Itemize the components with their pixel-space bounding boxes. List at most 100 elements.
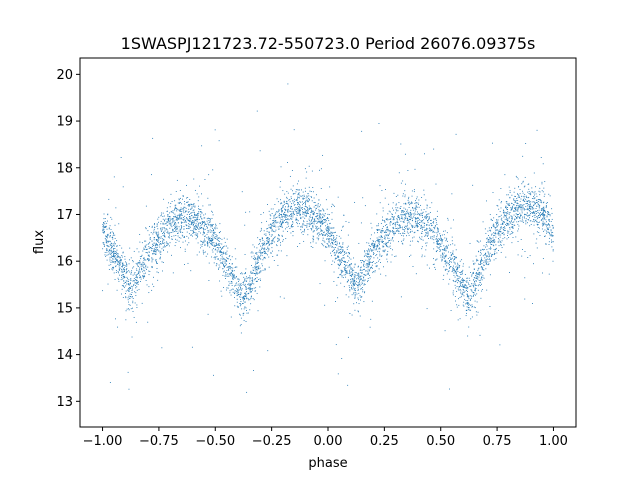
data-point [313,223,315,225]
data-point [119,260,121,262]
data-point [160,231,162,233]
data-point [256,273,258,275]
data-point [418,223,419,225]
data-point [519,204,521,206]
data-point [111,218,113,220]
data-point [291,212,293,214]
data-point [336,243,338,245]
data-point [534,214,536,216]
data-point [398,216,400,218]
data-point [522,155,524,157]
data-point [215,243,217,245]
data-point [166,228,168,230]
data-point [435,218,437,220]
data-point [306,171,308,173]
data-point [538,215,539,217]
data-point [497,221,499,223]
data-point [425,229,426,231]
data-point [474,289,476,291]
data-point [468,277,470,279]
data-point [174,207,176,209]
data-point [132,285,134,287]
data-point [222,251,224,253]
data-point [181,222,183,224]
data-point [232,273,234,275]
data-point [269,214,271,216]
data-point [226,263,227,265]
data-point [114,253,116,255]
data-point [197,205,199,207]
data-point [216,244,218,246]
data-point [122,252,124,254]
data-point [502,228,504,230]
data-point [464,285,466,287]
data-point [361,287,363,288]
data-point [212,227,214,229]
data-point [152,137,154,139]
data-point [197,216,199,218]
data-point [106,244,108,246]
data-point [431,202,433,204]
data-point [168,243,169,245]
data-point [278,235,280,237]
data-point [339,251,341,253]
data-point [259,256,261,258]
data-point [374,243,376,245]
data-point [154,259,156,261]
data-point [386,244,388,246]
data-point [145,228,147,230]
data-point [112,232,114,234]
data-point [535,186,537,188]
data-point [421,221,423,222]
data-point [399,207,401,209]
data-point [527,214,529,216]
data-point [514,200,516,202]
data-point [420,220,422,221]
data-point [134,291,136,293]
data-point [395,232,396,234]
data-point [502,238,504,240]
data-point [290,213,292,215]
data-point [544,215,546,217]
data-point [136,282,138,284]
data-point [534,203,536,205]
data-point [230,259,232,261]
data-point [298,212,300,214]
data-point [192,217,194,219]
data-point [522,199,524,201]
data-point [107,283,109,285]
data-point [546,232,547,234]
data-point [240,284,242,286]
data-point [518,216,520,218]
data-point [449,388,450,390]
data-point [421,256,423,258]
data-point [318,211,320,213]
data-point [337,255,339,257]
data-point [152,253,154,255]
data-point [505,224,507,226]
data-point [238,296,240,298]
data-point [311,222,313,224]
data-point [210,238,212,239]
data-point [503,233,505,235]
data-point [132,307,134,309]
data-point [361,272,363,274]
data-point [524,185,526,187]
data-point [468,266,470,268]
data-point [168,219,169,221]
data-point [408,227,410,229]
data-point [539,200,541,202]
data-point [352,280,354,282]
data-point [202,232,204,234]
data-point [109,250,110,251]
data-point [403,221,405,223]
data-point [389,224,391,226]
data-point [390,239,392,241]
data-point [160,243,162,245]
data-point [363,284,365,286]
data-point [445,262,447,264]
data-point [390,218,392,220]
data-point [491,233,493,235]
data-point [121,293,122,295]
data-point [449,261,450,263]
